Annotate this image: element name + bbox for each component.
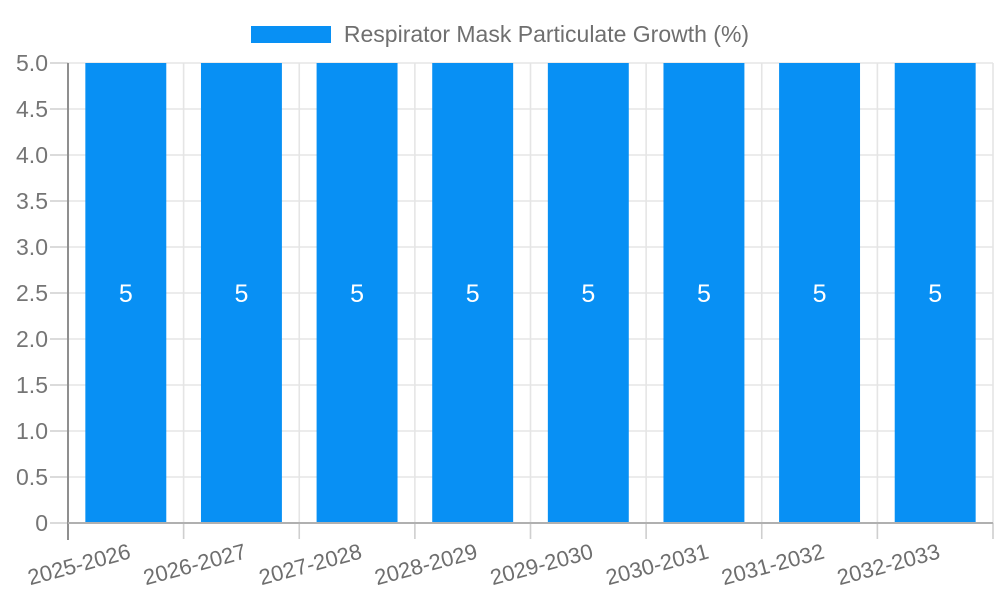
x-tick-label: 2032-2033 (834, 539, 942, 590)
bar-value-label: 5 (581, 280, 595, 308)
y-tick-label: 2.0 (16, 326, 48, 352)
bar (779, 63, 861, 523)
bar-value-label: 5 (928, 280, 942, 308)
y-tick-label: 4.5 (16, 96, 48, 122)
y-tick-label: 3.0 (16, 234, 48, 260)
x-tick-label: 2029-2030 (488, 539, 596, 590)
x-tick-label: 2030-2031 (603, 539, 711, 590)
bar (432, 63, 514, 523)
x-tick-label: 2028-2029 (372, 539, 480, 590)
bar (663, 63, 745, 523)
bar (200, 63, 282, 523)
bar-value-label: 5 (119, 280, 133, 308)
bar-value-label: 5 (350, 280, 364, 308)
bar-value-label: 5 (697, 280, 711, 308)
y-tick-label: 5.0 (16, 50, 48, 76)
bar-value-label: 5 (813, 280, 827, 308)
bar (894, 63, 976, 523)
bar (85, 63, 167, 523)
legend-swatch (250, 25, 331, 43)
bar-value-label: 5 (234, 280, 248, 308)
bar (547, 63, 629, 523)
chart-legend[interactable]: Respirator Mask Particulate Growth (%) (0, 21, 1000, 47)
y-tick-label: 2.5 (16, 280, 48, 306)
y-tick-label: 0.5 (16, 464, 48, 490)
y-tick-label: 1.0 (16, 418, 48, 444)
x-tick-label: 2025-2026 (25, 539, 133, 590)
bar-value-label: 5 (466, 280, 480, 308)
y-tick-label: 4.0 (16, 142, 48, 168)
y-tick-label: 1.5 (16, 372, 48, 398)
x-tick-label: 2027-2028 (256, 539, 364, 590)
legend-label: Respirator Mask Particulate Growth (%) (343, 21, 750, 47)
y-tick-label: 0 (35, 510, 48, 536)
x-tick-label: 2026-2027 (141, 539, 249, 590)
x-tick-label: 2031-2032 (719, 539, 827, 590)
y-tick-label: 3.5 (16, 188, 48, 214)
bar (316, 63, 398, 523)
